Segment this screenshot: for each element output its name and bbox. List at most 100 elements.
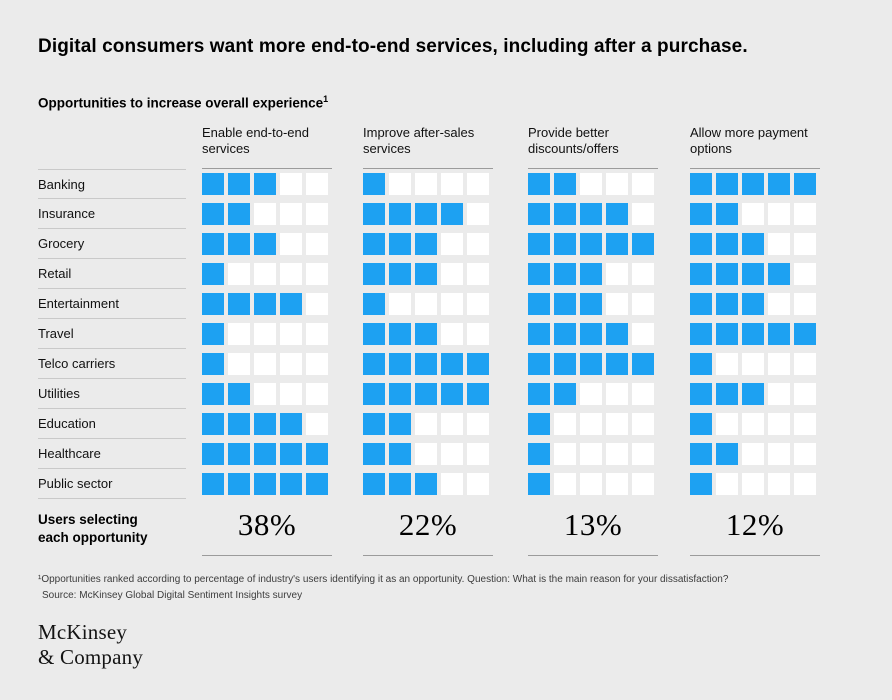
- filled-square: [528, 413, 550, 436]
- empty-square: [306, 353, 328, 376]
- summary-row-label: Users selecting each opportunity: [38, 512, 148, 545]
- rating-cell: [363, 289, 528, 319]
- footnote-line-1: ¹Opportunities ranked according to perce…: [38, 574, 729, 586]
- filled-square: [554, 173, 576, 196]
- page-title: Digital consumers want more end-to-end s…: [38, 36, 748, 57]
- empty-square: [742, 443, 764, 466]
- rating-cell: [363, 259, 528, 289]
- rating-cell: [202, 259, 363, 289]
- industry-label: Travel: [38, 319, 186, 350]
- empty-square: [554, 413, 576, 436]
- rating-cell: [690, 469, 840, 499]
- filled-square: [363, 323, 385, 346]
- industry-row: Retail: [38, 259, 854, 290]
- filled-square: [202, 323, 224, 346]
- filled-square: [528, 293, 550, 316]
- industry-row: Travel: [38, 319, 854, 350]
- filled-square: [202, 443, 224, 466]
- filled-square: [716, 383, 738, 406]
- rating-cell: [202, 349, 363, 379]
- empty-square: [280, 203, 302, 226]
- filled-square: [280, 443, 302, 466]
- industry-row: Healthcare: [38, 439, 854, 470]
- rating-cell: [363, 409, 528, 439]
- empty-square: [742, 413, 764, 436]
- filled-square: [554, 353, 576, 376]
- column-header-discounts: Provide better discounts/offers: [528, 125, 690, 170]
- empty-square: [632, 293, 654, 316]
- empty-square: [306, 383, 328, 406]
- rating-cell: [202, 469, 363, 499]
- rating-cell: [528, 169, 690, 199]
- filled-square: [580, 353, 602, 376]
- industry-row: Banking: [38, 169, 854, 200]
- filled-square: [580, 323, 602, 346]
- filled-square: [254, 293, 276, 316]
- filled-square: [742, 263, 764, 286]
- filled-square: [690, 233, 712, 256]
- industry-label: Public sector: [38, 469, 186, 500]
- percent-value: 22%: [398, 507, 458, 543]
- filled-square: [389, 413, 411, 436]
- filled-square: [742, 293, 764, 316]
- filled-square: [690, 383, 712, 406]
- filled-square: [389, 233, 411, 256]
- filled-square: [690, 203, 712, 226]
- rating-cell: [528, 259, 690, 289]
- industry-row: Education: [38, 409, 854, 440]
- opportunity-matrix: Enable end-to-end services Improve after…: [38, 125, 854, 557]
- filled-square: [202, 233, 224, 256]
- rating-cell: [528, 289, 690, 319]
- filled-square: [415, 203, 437, 226]
- empty-square: [794, 203, 816, 226]
- industry-label: Insurance: [38, 199, 186, 230]
- filled-square: [441, 203, 463, 226]
- empty-square: [768, 353, 790, 376]
- filled-square: [742, 233, 764, 256]
- filled-square: [280, 293, 302, 316]
- mckinsey-logo: McKinsey & Company: [38, 620, 143, 670]
- empty-square: [580, 173, 602, 196]
- empty-square: [254, 263, 276, 286]
- empty-square: [306, 203, 328, 226]
- empty-square: [716, 353, 738, 376]
- empty-square: [768, 443, 790, 466]
- empty-square: [580, 473, 602, 496]
- empty-square: [606, 413, 628, 436]
- filled-square: [363, 203, 385, 226]
- filled-square: [768, 323, 790, 346]
- filled-square: [690, 443, 712, 466]
- filled-square: [363, 383, 385, 406]
- filled-square: [441, 383, 463, 406]
- footnote: ¹Opportunities ranked according to perce…: [38, 572, 854, 603]
- filled-square: [389, 443, 411, 466]
- filled-square: [280, 473, 302, 496]
- empty-square: [794, 263, 816, 286]
- empty-square: [632, 413, 654, 436]
- filled-square: [254, 413, 276, 436]
- filled-square: [254, 473, 276, 496]
- rating-cell: [690, 229, 840, 259]
- filled-square: [528, 233, 550, 256]
- chart-subtitle: Opportunities to increase overall experi…: [38, 94, 854, 111]
- filled-square: [202, 203, 224, 226]
- rating-cell: [690, 199, 840, 229]
- rating-cell: [363, 199, 528, 229]
- rating-cell: [690, 349, 840, 379]
- filled-square: [228, 383, 250, 406]
- rating-cell: [690, 319, 840, 349]
- empty-square: [768, 233, 790, 256]
- empty-square: [306, 173, 328, 196]
- filled-square: [363, 173, 385, 196]
- filled-square: [202, 173, 224, 196]
- rating-cell: [363, 169, 528, 199]
- filled-square: [389, 263, 411, 286]
- filled-square: [606, 323, 628, 346]
- industry-row: Entertainment: [38, 289, 854, 320]
- empty-square: [632, 263, 654, 286]
- filled-square: [202, 383, 224, 406]
- rating-cell: [202, 289, 363, 319]
- filled-square: [306, 473, 328, 496]
- industry-label: Utilities: [38, 379, 186, 410]
